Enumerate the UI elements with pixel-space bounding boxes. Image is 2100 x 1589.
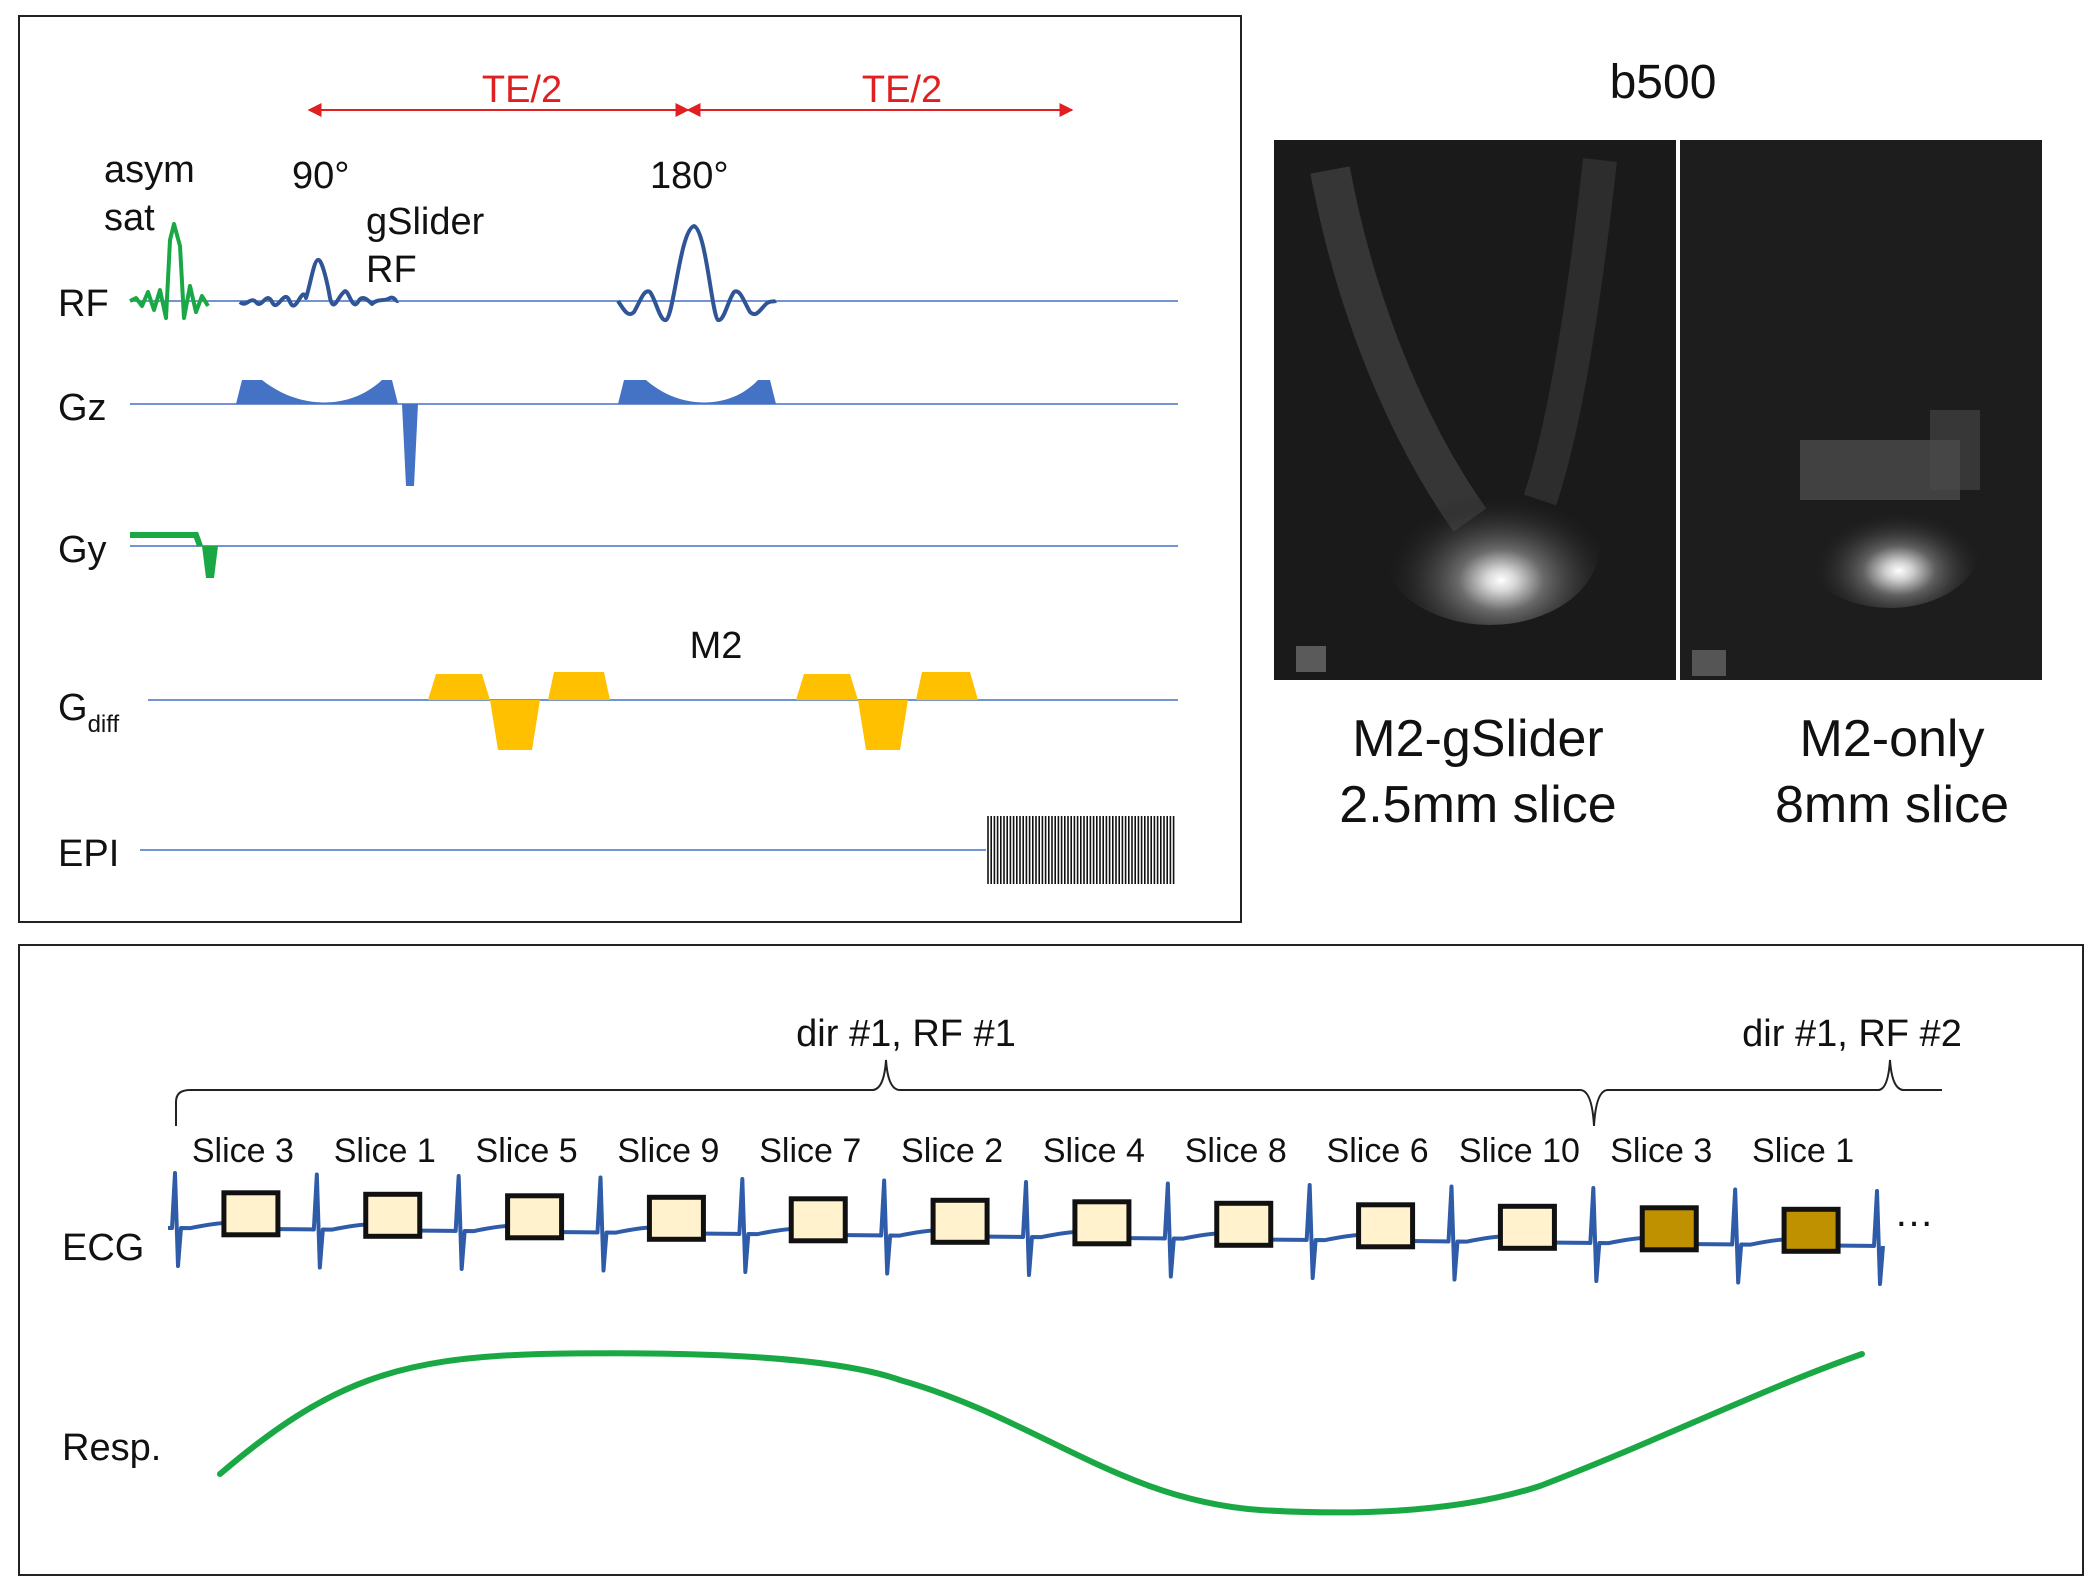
flip-90-label: 90° bbox=[292, 155, 349, 197]
gslider-rf-label-line1: gSlider bbox=[366, 201, 485, 243]
resp-label: Resp. bbox=[62, 1427, 161, 1469]
row-label-epi: EPI bbox=[58, 833, 119, 875]
panel-a-border bbox=[18, 15, 1242, 923]
gy-spoiler bbox=[198, 546, 218, 578]
gslider-rf-pulse bbox=[238, 257, 399, 308]
slice-label: Slice 10 bbox=[1459, 1132, 1580, 1170]
acquisition-box bbox=[1214, 1200, 1274, 1248]
b-value-title: b500 bbox=[1610, 56, 1717, 109]
acquisition-box bbox=[363, 1191, 423, 1239]
gz-rephaser bbox=[398, 404, 422, 486]
te-half-label-1: TE/2 bbox=[482, 69, 562, 111]
slice-label: Slice 2 bbox=[901, 1132, 1003, 1170]
group-1-label: dir #1, RF #1 bbox=[796, 1013, 1016, 1055]
slice-label: Slice 7 bbox=[759, 1132, 861, 1170]
diff-lobe-6 bbox=[916, 672, 978, 700]
gz-slice-select-90 bbox=[236, 380, 398, 404]
respiratory-trace bbox=[217, 1350, 1865, 1516]
acquisition-box bbox=[505, 1193, 565, 1241]
asym-sat-label-line1: asym bbox=[104, 149, 195, 191]
flip-180-label: 180° bbox=[650, 155, 729, 197]
slice-label: Slice 9 bbox=[617, 1132, 719, 1170]
asym-sat-pulse bbox=[129, 222, 210, 320]
m2-label: M2 bbox=[690, 625, 743, 667]
slice-label: Slice 1 bbox=[1752, 1132, 1854, 1170]
left-mri-image bbox=[1274, 140, 1676, 680]
gy-sat-gradient bbox=[130, 532, 203, 548]
gslider-rf-label-line2: RF bbox=[366, 249, 417, 291]
gz-slice-select-180 bbox=[618, 380, 776, 404]
acquisition-box bbox=[1356, 1202, 1416, 1250]
sequence-diagram-panel: TE/2 TE/2 asym sat 90° 180° gSlider RF R… bbox=[18, 15, 1242, 923]
group-2-label: dir #1, RF #2 bbox=[1742, 1013, 1962, 1055]
acquisition-box bbox=[1639, 1205, 1699, 1253]
slice-label: Slice 4 bbox=[1043, 1132, 1145, 1170]
right-caption-line1: M2-only bbox=[1800, 710, 1985, 768]
ecg-label: ECG bbox=[62, 1227, 144, 1269]
timing-diagram-panel: dir #1, RF #1 dir #1, RF #2 ECG Resp. … … bbox=[18, 944, 2084, 1576]
slice-label: Slice 3 bbox=[192, 1132, 294, 1170]
slice-label: Slice 6 bbox=[1327, 1132, 1429, 1170]
diff-lobe-3 bbox=[548, 672, 610, 700]
asym-sat-label-line2: sat bbox=[104, 197, 155, 239]
brace-group-1 bbox=[175, 1059, 1595, 1127]
image-panel: b500 M2-gSlider 2.5mm slice M2-only 8mm … bbox=[1274, 56, 2042, 834]
acquisition-box bbox=[1781, 1206, 1841, 1254]
acquisition-box bbox=[788, 1196, 848, 1244]
diff-lobe-5 bbox=[858, 700, 908, 750]
left-caption-line1: M2-gSlider bbox=[1352, 710, 1603, 768]
brace-group-2 bbox=[1593, 1059, 1942, 1127]
acquisition-box bbox=[1497, 1203, 1557, 1251]
row-label-gz: Gz bbox=[58, 387, 107, 429]
diff-lobe-4 bbox=[796, 674, 858, 700]
ecg-trace-group: Slice 3 Slice 1 Slice 5 Slice 9 Slice 7 Slice… bbox=[168, 1132, 1885, 1286]
slice-label: Slice 5 bbox=[476, 1132, 578, 1170]
slice-label: Slice 3 bbox=[1610, 1132, 1712, 1170]
te-half-label-2: TE/2 bbox=[862, 69, 942, 111]
acquisition-box bbox=[646, 1194, 706, 1242]
row-label-rf: RF bbox=[58, 283, 109, 325]
acquisition-box bbox=[221, 1190, 281, 1238]
slice-label: Slice 8 bbox=[1185, 1132, 1287, 1170]
right-mri-image bbox=[1680, 140, 2042, 680]
diff-lobe-1 bbox=[428, 674, 490, 700]
row-label-gdiff: Gdiff bbox=[58, 687, 119, 738]
refocusing-180-pulse bbox=[616, 224, 777, 322]
epi-readout bbox=[987, 816, 1175, 884]
diff-lobe-2 bbox=[490, 700, 540, 750]
acquisition-box bbox=[1072, 1199, 1132, 1247]
acquisition-box bbox=[930, 1197, 990, 1245]
slice-label: Slice 1 bbox=[334, 1132, 436, 1170]
left-caption-line2: 2.5mm slice bbox=[1339, 776, 1616, 834]
row-label-gy: Gy bbox=[58, 529, 107, 571]
ecg-trace bbox=[168, 1171, 1885, 1286]
right-caption-line2: 8mm slice bbox=[1775, 776, 2009, 834]
continuation-ellipsis: … bbox=[1894, 1191, 1934, 1235]
